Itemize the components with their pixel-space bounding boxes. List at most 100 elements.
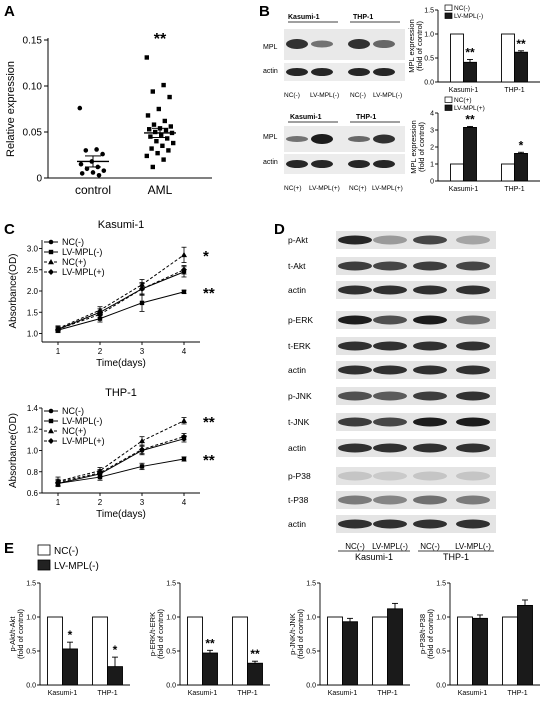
y-tick-label: 0.0	[424, 80, 434, 87]
blot-cell-label: Kasumi-1	[355, 552, 393, 562]
y-tick-label: 0.0	[306, 683, 316, 690]
blot-band	[413, 519, 447, 529]
y-tick-label: 1.0	[27, 330, 39, 339]
y-tick-label: 1.5	[306, 581, 316, 588]
line-chart-c-kasumi: Kasumi-1 1.0 1.5 2.0 2.5 3.0 1 2 3 4 Time(days) Abs…	[8, 219, 215, 369]
bar-chart-b-knockdown: 0.0 0.5 1.0 1.5 MPL expression (fold of contr…	[407, 4, 540, 94]
blot-band	[286, 68, 308, 76]
data-point	[181, 289, 187, 295]
legend-label: NC(-)	[62, 406, 84, 416]
data-point	[154, 139, 159, 144]
blot-band	[348, 39, 370, 49]
bar	[472, 617, 488, 686]
blot-band	[338, 417, 372, 427]
blot-band	[373, 160, 395, 168]
blot-row-label: t-ERK	[288, 341, 311, 351]
data-point	[181, 251, 187, 258]
y-axis-label: p-ERK/t-ERK	[148, 612, 157, 656]
x-tick-label: control	[75, 183, 111, 197]
blot-lane-label: NC(-)	[345, 542, 365, 551]
legend-label: NC(-)	[454, 5, 470, 12]
blot-band	[286, 160, 308, 168]
series-line	[57, 436, 185, 483]
blot-band	[456, 341, 490, 351]
bar	[502, 616, 518, 686]
y-tick-label: 1.2	[27, 425, 39, 434]
series-line	[57, 269, 185, 330]
blot-band	[373, 471, 407, 481]
bar	[514, 153, 528, 182]
data-point	[171, 140, 176, 146]
bar	[463, 126, 477, 182]
y-axis-label: Absorbance(OD)	[8, 253, 19, 328]
blot-b1-lane-4: LV-MPL(-)	[373, 92, 402, 99]
western-blot-signaling: p-Akt t-Akt actin p-ERK t-ERK actin p-JNK t-JNK…	[288, 231, 496, 562]
x-tick-label: THP-1	[377, 690, 397, 697]
bar	[247, 662, 263, 686]
y-tick-label: 0.8	[27, 468, 39, 477]
blot-b1-cell-kasumi: Kasumi-1	[288, 14, 320, 21]
data-point	[149, 146, 154, 151]
series-line	[57, 254, 185, 329]
bar-chart-e-2: 0.0 0.5 1.0 1.5 p-ERK/t-ERK (fold of control)…	[148, 581, 270, 697]
blot-band	[338, 519, 372, 529]
legend-swatch	[444, 104, 453, 111]
blot-band	[373, 417, 407, 427]
data-point	[139, 285, 145, 292]
y-tick-label: 3.0	[27, 245, 39, 254]
legend-label-nc: NC(-)	[54, 546, 78, 557]
y-axis-label: MPL expression	[407, 19, 416, 73]
significance-mark: **	[205, 636, 215, 650]
blot-band	[373, 443, 407, 453]
bar	[327, 616, 343, 686]
y-tick-label: 2.0	[27, 287, 39, 296]
legend-label: LV-MPL(-)	[454, 13, 483, 20]
bar-chart-e-4: 0.0 0.5 1.0 1.5 p-P38/t-P38 (fold of control)…	[418, 581, 540, 697]
data-point	[55, 479, 61, 486]
data-point	[139, 446, 145, 453]
panel-label-d: D	[274, 221, 285, 238]
blot-band	[286, 39, 308, 49]
bar	[202, 652, 218, 686]
blot-b2-cell-kasumi: Kasumi-1	[290, 114, 322, 121]
x-axis-label: Time(days)	[96, 358, 146, 369]
legend-swatch-lv-mpl	[37, 559, 51, 571]
data-point	[97, 316, 103, 321]
blot-band	[456, 471, 490, 481]
data-point	[144, 55, 149, 60]
blot-band	[373, 261, 407, 271]
panel-label-e: E	[4, 540, 14, 557]
data-point	[167, 94, 172, 100]
series-line	[57, 438, 185, 484]
legend-label: NC(+)	[62, 426, 86, 436]
legend-e: NC(-) LV-MPL(-)	[37, 544, 99, 572]
x-tick-label: THP-1	[504, 87, 524, 94]
bar-chart-e-3: 0.0 0.5 1.0 1.5 p-JNK/t-JNK (fold of control)…	[288, 581, 410, 697]
bar	[107, 666, 123, 686]
data-point	[48, 418, 54, 424]
x-axis-label: Time(days)	[96, 509, 146, 520]
y-axis-label-unit: (fold of control)	[426, 608, 435, 659]
data-point	[90, 170, 96, 175]
blot-band	[456, 443, 490, 453]
y-axis-label-unit: (fold of control)	[296, 608, 305, 659]
x-tick-label: Kasumi-1	[328, 690, 358, 697]
blot-band	[338, 365, 372, 375]
blot-lane-label: LV-MPL(-)	[372, 542, 408, 551]
y-tick-label: 0.0	[26, 683, 36, 690]
data-point	[155, 150, 160, 156]
y-tick-label: 0.5	[166, 649, 176, 656]
y-tick-label: 0.5	[26, 649, 36, 656]
blot-band	[373, 40, 395, 48]
line-chart-c-thp1: THP-1 0.6 0.8 1.0 1.2 1.4 1 2 3 4 Time(days) Absorb…	[8, 387, 215, 520]
blot-band	[456, 417, 490, 427]
series-line	[57, 458, 185, 484]
significance-mark: **	[465, 45, 475, 59]
blot-band	[338, 261, 372, 271]
data-point	[161, 82, 166, 88]
significance-mark: *	[113, 643, 118, 657]
y-tick-label: 1.5	[27, 308, 39, 317]
blot-row-label: actin	[288, 365, 306, 375]
bar	[517, 604, 533, 686]
blot-strip	[336, 467, 496, 485]
